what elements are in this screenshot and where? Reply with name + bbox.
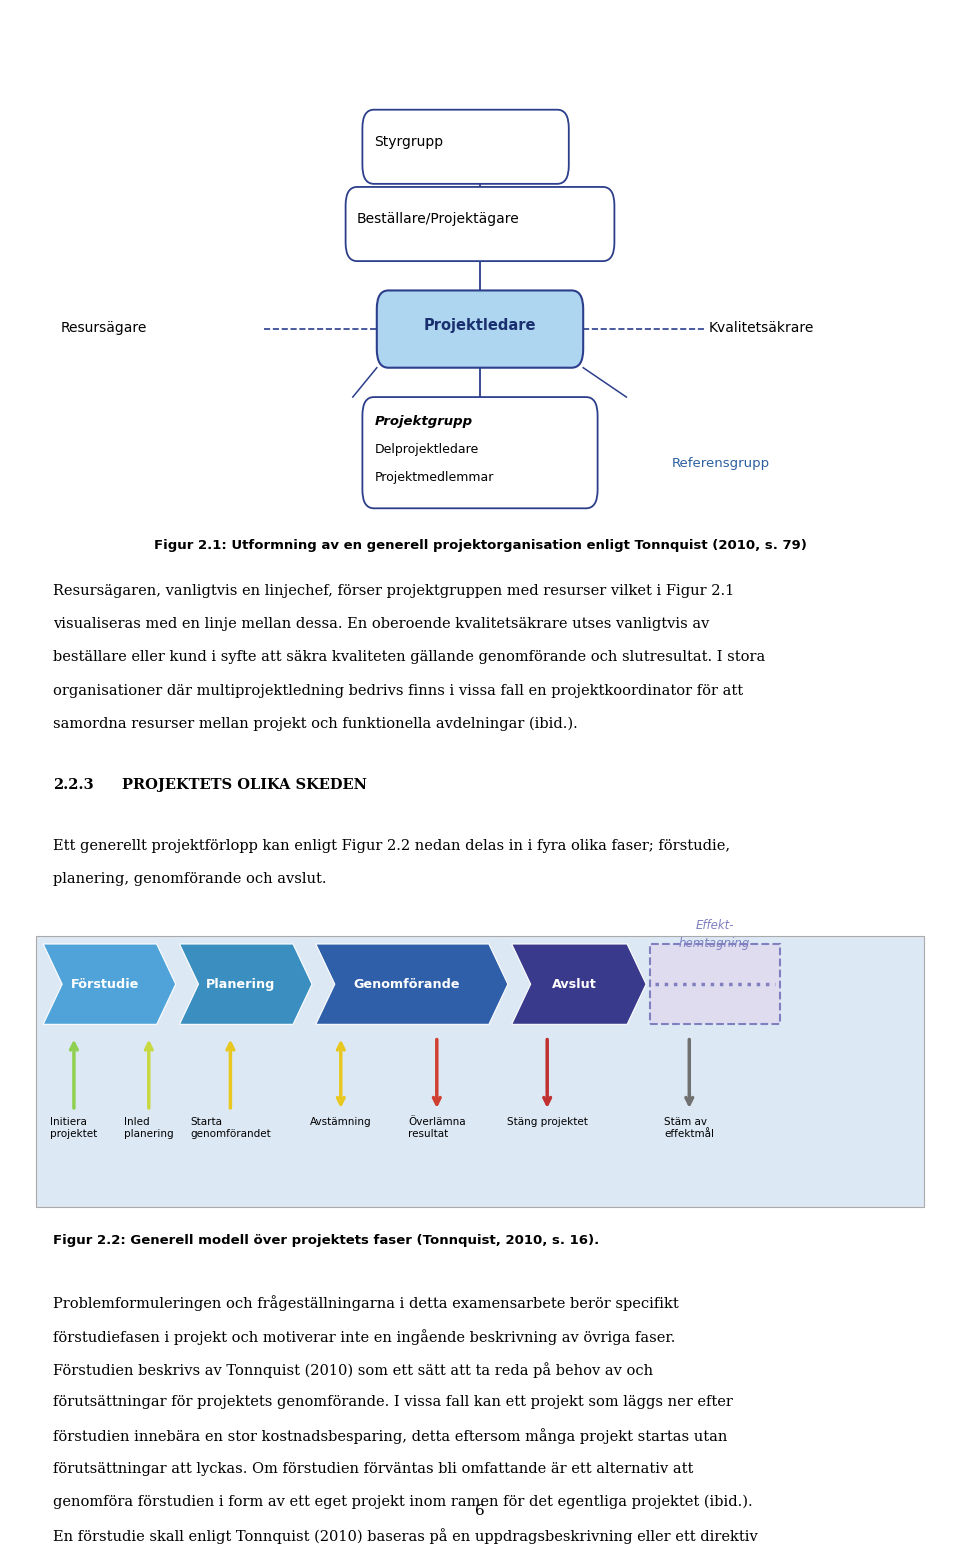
Text: visualiseras med en linje mellan dessa. En oberoende kvalitetsäkrare utses vanli: visualiseras med en linje mellan dessa. … — [53, 616, 709, 632]
Text: Förstudie: Förstudie — [70, 978, 139, 990]
Text: planering, genomförande och avslut.: planering, genomförande och avslut. — [53, 871, 326, 887]
Text: Inled
planering: Inled planering — [124, 1117, 174, 1139]
Text: Stäm av
effektmål: Stäm av effektmål — [664, 1117, 714, 1139]
Text: Avslut: Avslut — [552, 978, 596, 990]
Text: samordna resurser mellan projekt och funktionella avdelningar (ibid.).: samordna resurser mellan projekt och fun… — [53, 717, 578, 731]
Text: Planering: Planering — [206, 978, 276, 990]
FancyBboxPatch shape — [650, 944, 780, 1024]
Text: förutsättningar för projektets genomförande. I vissa fall kan ett projekt som lä: förutsättningar för projektets genomföra… — [53, 1395, 732, 1409]
Text: 6: 6 — [475, 1503, 485, 1519]
Text: Delprojektledare: Delprojektledare — [374, 443, 479, 456]
Text: Genomförande: Genomförande — [354, 978, 461, 990]
Polygon shape — [43, 944, 176, 1024]
Text: Projektgrupp: Projektgrupp — [374, 416, 473, 428]
Text: Förstudien beskrivs av Tonnquist (2010) som ett sätt att ta reda på behov av och: Förstudien beskrivs av Tonnquist (2010) … — [53, 1361, 653, 1378]
FancyBboxPatch shape — [362, 110, 568, 184]
FancyBboxPatch shape — [362, 397, 597, 508]
Text: hemtagning: hemtagning — [679, 938, 751, 950]
Text: Resursägaren, vanligtvis en linjechef, förser projektgruppen med resurser vilket: Resursägaren, vanligtvis en linjechef, f… — [53, 584, 734, 598]
Text: Initiera
projektet: Initiera projektet — [50, 1117, 98, 1139]
FancyBboxPatch shape — [376, 290, 584, 368]
Text: förutsättningar att lyckas. Om förstudien förväntas bli omfattande är ett altern: förutsättningar att lyckas. Om förstudie… — [53, 1462, 693, 1475]
Text: organisationer där multiprojektledning bedrivs finns i vissa fall en projektkoor: organisationer där multiprojektledning b… — [53, 683, 743, 698]
FancyBboxPatch shape — [346, 187, 614, 261]
Text: Beställare/Projektägare: Beställare/Projektägare — [357, 212, 520, 227]
Text: PROJEKTETS OLIKA SKEDEN: PROJEKTETS OLIKA SKEDEN — [122, 777, 367, 793]
Text: Överlämna
resultat: Överlämna resultat — [408, 1117, 466, 1139]
Polygon shape — [180, 944, 312, 1024]
Text: beställare eller kund i syfte att säkra kvaliteten gällande genomförande och slu: beställare eller kund i syfte att säkra … — [53, 650, 765, 664]
Text: Projektmedlemmar: Projektmedlemmar — [374, 471, 494, 484]
Text: Resursägare: Resursägare — [60, 320, 147, 335]
Text: 2.2.3: 2.2.3 — [53, 777, 93, 793]
Text: Avstämning: Avstämning — [310, 1117, 372, 1126]
Text: Ett generellt projektförlopp kan enligt Figur 2.2 nedan delas in i fyra olika fa: Ett generellt projektförlopp kan enligt … — [53, 839, 730, 853]
Text: Styrgrupp: Styrgrupp — [374, 134, 444, 150]
Text: genomföra förstudien i form av ett eget projekt inom ramen för det egentliga pro: genomföra förstudien i form av ett eget … — [53, 1494, 753, 1509]
Text: Referensgrupp: Referensgrupp — [672, 457, 770, 470]
Text: Starta
genomförandet: Starta genomförandet — [190, 1117, 271, 1139]
Text: En förstudie skall enligt Tonnquist (2010) baseras på en uppdragsbeskrivning ell: En förstudie skall enligt Tonnquist (201… — [53, 1528, 757, 1543]
Text: Kvalitetsäkrare: Kvalitetsäkrare — [708, 320, 814, 335]
Text: förstudiefasen i projekt och motiverar inte en ingående beskrivning av övriga fa: förstudiefasen i projekt och motiverar i… — [53, 1329, 675, 1344]
Text: Effekt-: Effekt- — [695, 919, 734, 932]
Polygon shape — [512, 944, 646, 1024]
Text: Figur 2.2: Generell modell över projektets faser (Tonnquist, 2010, s. 16).: Figur 2.2: Generell modell över projekte… — [53, 1234, 599, 1247]
Text: Stäng projektet: Stäng projektet — [507, 1117, 588, 1126]
Text: Figur 2.1: Utformning av en generell projektorganisation enligt Tonnquist (2010,: Figur 2.1: Utformning av en generell pro… — [154, 539, 806, 552]
Text: förstudien innebära en stor kostnadsbesparing, detta eftersom många projekt star: förstudien innebära en stor kostnadsbesp… — [53, 1428, 727, 1445]
FancyBboxPatch shape — [36, 936, 924, 1207]
Polygon shape — [316, 944, 508, 1024]
Text: Projektledare: Projektledare — [423, 318, 537, 334]
Text: Problemformuleringen och frågeställningarna i detta examensarbete berör specifik: Problemformuleringen och frågeställninga… — [53, 1295, 679, 1312]
